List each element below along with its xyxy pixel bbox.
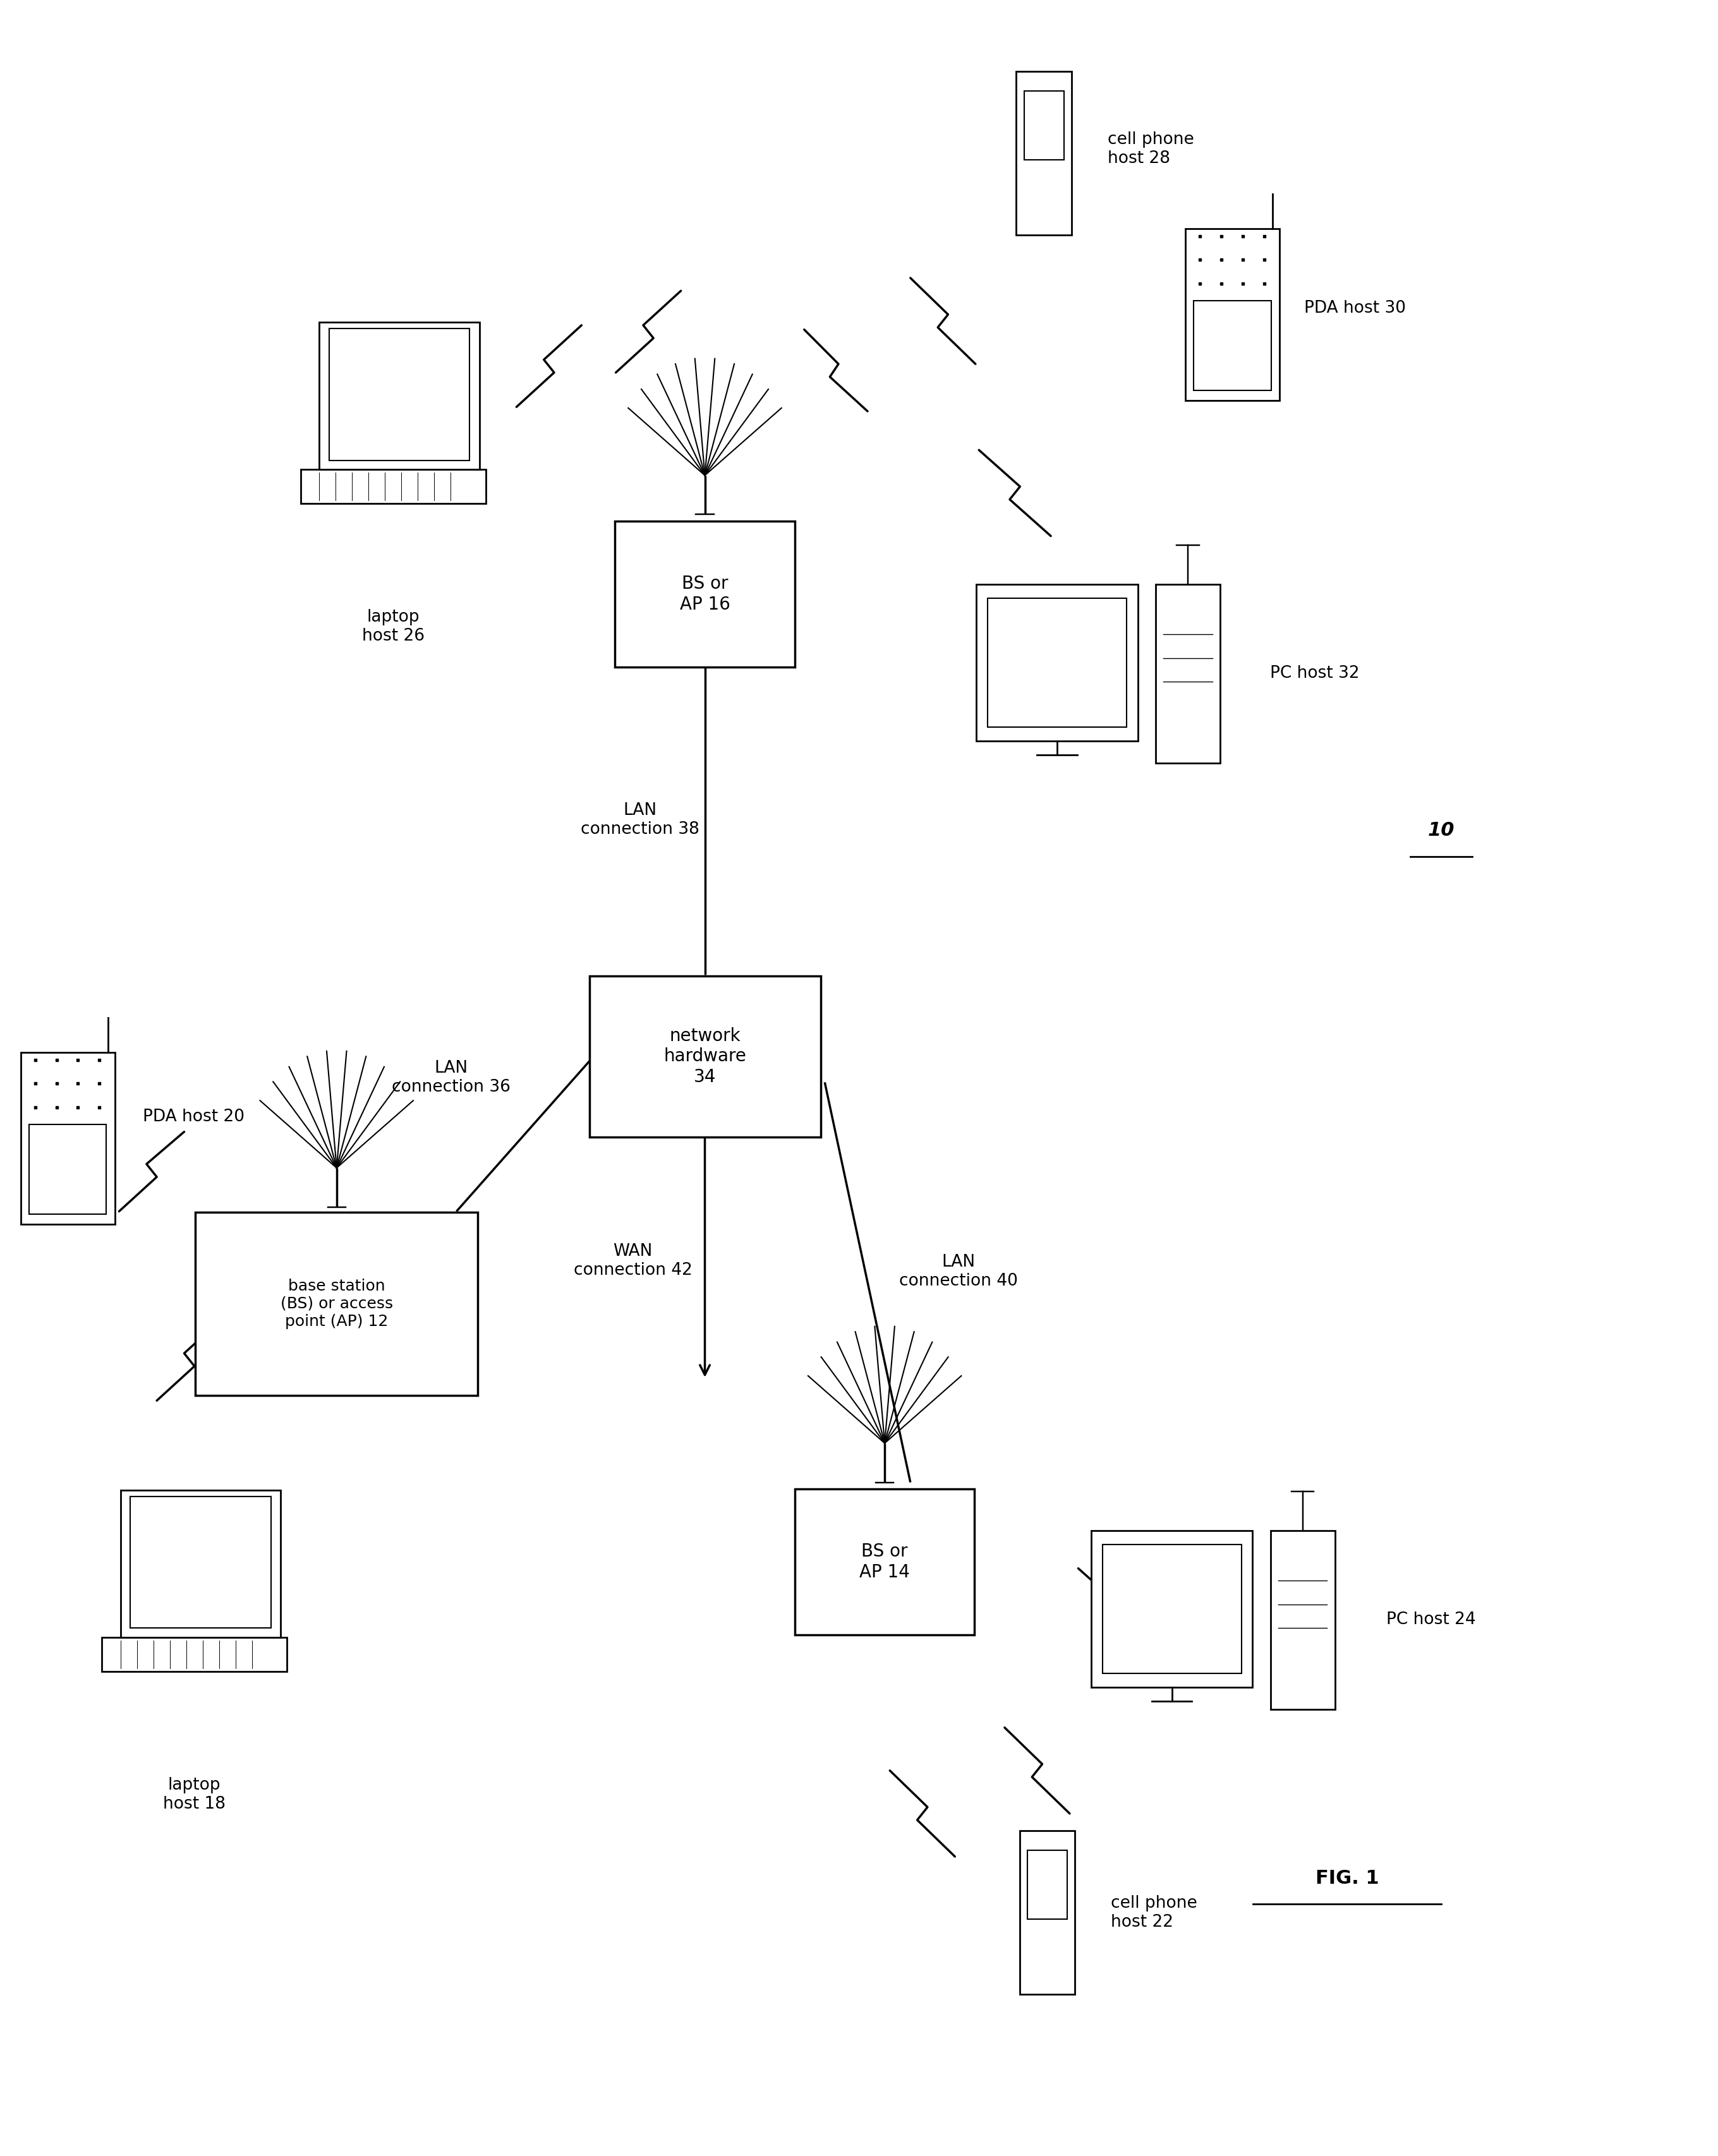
Bar bbox=[1020, 1830, 1075, 1994]
Bar bbox=[1024, 91, 1063, 160]
Text: LAN
connection 36: LAN connection 36 bbox=[392, 1061, 510, 1095]
Bar bbox=[1017, 71, 1072, 235]
Bar bbox=[615, 522, 795, 666]
Bar bbox=[1270, 1531, 1335, 1710]
Bar bbox=[589, 977, 821, 1136]
Bar bbox=[131, 1496, 271, 1628]
Text: PC host 24: PC host 24 bbox=[1386, 1613, 1476, 1628]
Bar bbox=[1156, 584, 1220, 763]
Text: BS or
AP 14: BS or AP 14 bbox=[859, 1544, 911, 1580]
Text: PC host 32: PC host 32 bbox=[1270, 666, 1359, 681]
Text: BS or
AP 16: BS or AP 16 bbox=[680, 576, 730, 612]
Bar bbox=[196, 1212, 478, 1395]
Text: PDA host 30: PDA host 30 bbox=[1304, 300, 1405, 317]
Text: FIG. 1: FIG. 1 bbox=[1316, 1869, 1380, 1887]
Text: network
hardware
34: network hardware 34 bbox=[663, 1026, 746, 1087]
Bar bbox=[301, 470, 486, 505]
Bar bbox=[21, 1052, 115, 1225]
Bar bbox=[1027, 1850, 1067, 1919]
Bar bbox=[1091, 1531, 1252, 1688]
Bar bbox=[29, 1125, 107, 1214]
Text: laptop
host 26: laptop host 26 bbox=[362, 610, 424, 645]
Bar bbox=[1103, 1544, 1242, 1673]
Text: base station
(BS) or access
point (AP) 12: base station (BS) or access point (AP) 1… bbox=[280, 1279, 393, 1328]
Bar bbox=[1185, 229, 1280, 401]
Text: cell phone
host 22: cell phone host 22 bbox=[1112, 1895, 1197, 1930]
Text: laptop
host 18: laptop host 18 bbox=[163, 1777, 225, 1813]
Text: LAN
connection 40: LAN connection 40 bbox=[899, 1255, 1017, 1289]
Bar bbox=[120, 1490, 280, 1636]
Bar bbox=[101, 1636, 287, 1671]
Text: PDA host 20: PDA host 20 bbox=[143, 1108, 244, 1125]
Text: cell phone
host 28: cell phone host 28 bbox=[1108, 132, 1194, 166]
Bar bbox=[320, 323, 479, 470]
Bar bbox=[976, 584, 1137, 742]
Text: 10: 10 bbox=[1428, 821, 1455, 841]
Bar bbox=[330, 328, 469, 459]
Bar bbox=[1194, 300, 1271, 390]
Bar bbox=[795, 1490, 974, 1634]
Text: WAN
connection 42: WAN connection 42 bbox=[574, 1244, 692, 1279]
Text: LAN
connection 38: LAN connection 38 bbox=[581, 802, 699, 837]
Bar bbox=[988, 597, 1127, 727]
